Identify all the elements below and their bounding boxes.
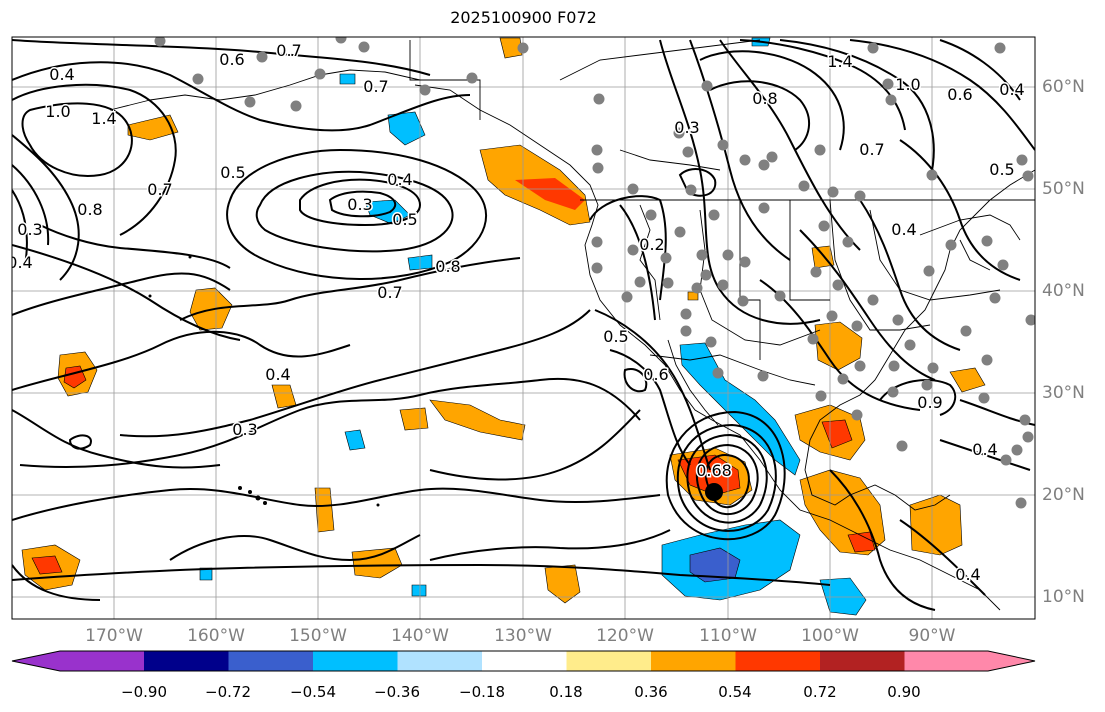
longitude-label: 160°W [187,626,245,646]
map-title: 2025100900 F072 [450,8,597,27]
contour-label: 0.7 [363,77,388,96]
colorbar-tick-label: −0.54 [290,683,336,701]
longitude-label: 110°W [699,626,757,646]
contour-label: 0.3 [674,118,699,137]
longitude-label: 150°W [289,626,347,646]
contour-label: 0.7 [859,140,884,159]
contour-label: 1.4 [91,109,116,128]
contour-label: 0.3 [17,220,42,239]
colorbar-tick-label: −0.36 [374,683,420,701]
latitude-label: 60°N [1042,77,1085,97]
contour-label: 0.3 [347,195,372,214]
latitude-label: 40°N [1042,281,1085,301]
contour-label: 1.4 [827,52,852,71]
contour-label: 0.9 [917,393,942,412]
contour-label: 0.68 [696,461,732,480]
station-markers [154,37,1035,509]
storm-center-marker [705,483,723,501]
colorbar-tick-label: 0.18 [549,683,583,701]
contour-label: 0.4 [387,170,412,189]
colorbar-low-extend [12,651,60,671]
contour-label: 0.5 [989,160,1014,179]
contour-label: 0.4 [7,253,32,272]
contour-label: 0.8 [752,89,777,108]
contour-label: 0.6 [947,85,972,104]
longitude-label: 170°W [85,626,143,646]
contour-label: 0.5 [220,163,245,182]
contour-label: 0.3 [232,420,257,439]
latitude-label: 50°N [1042,179,1085,199]
longitude-label: 90°W [908,626,956,646]
latitude-label: 30°N [1042,383,1085,403]
contour-label: 0.6 [219,50,244,69]
contour-lines [12,39,1035,611]
contour-label: 0.2 [639,235,664,254]
colorbar-tick-label: 0.90 [887,683,921,701]
colorbar [11,650,1036,672]
latitude-label: 10°N [1042,587,1085,607]
longitude-label: 140°W [391,626,449,646]
colorbar-tick-label: −0.18 [459,683,505,701]
coastlines [109,39,1035,611]
colorbar-tick-label: 0.36 [634,683,668,701]
colorbar-tick-label: −0.90 [121,683,167,701]
latitude-label: 20°N [1042,485,1085,505]
colorbar-high-extend [988,651,1035,671]
contour-label: 1.0 [895,75,920,94]
contour-label: 0.5 [392,210,417,229]
contour-label: 0.8 [77,200,102,219]
colorbar-tick-label: −0.72 [205,683,251,701]
contour-label: 1.0 [45,102,70,121]
contour-label: 0.7 [147,180,172,199]
contour-value-labels: 0.4 0.6 0.7 0.7 1.0 1.4 0.5 0.7 0.8 0.3 … [7,40,1026,586]
map-frame [11,36,1036,620]
contour-label: 0.6 [643,365,668,384]
contour-label: 0.4 [49,65,74,84]
colorbar-tick-label: 0.72 [803,683,837,701]
longitude-label: 130°W [494,626,552,646]
longitude-label: 120°W [596,626,654,646]
colorbar-tick-label: 0.54 [718,683,752,701]
contour-label: 0.5 [603,327,628,346]
contour-label: 0.7 [276,41,301,60]
contour-label: 0.8 [435,257,460,276]
contour-label: 0.7 [377,283,402,302]
contour-label: 0.4 [891,220,916,239]
longitude-label: 100°W [801,626,859,646]
contour-label: 0.4 [972,440,997,459]
contour-label: 0.4 [999,80,1024,99]
contour-label: 0.4 [955,565,980,584]
contour-label: 0.4 [265,365,290,384]
